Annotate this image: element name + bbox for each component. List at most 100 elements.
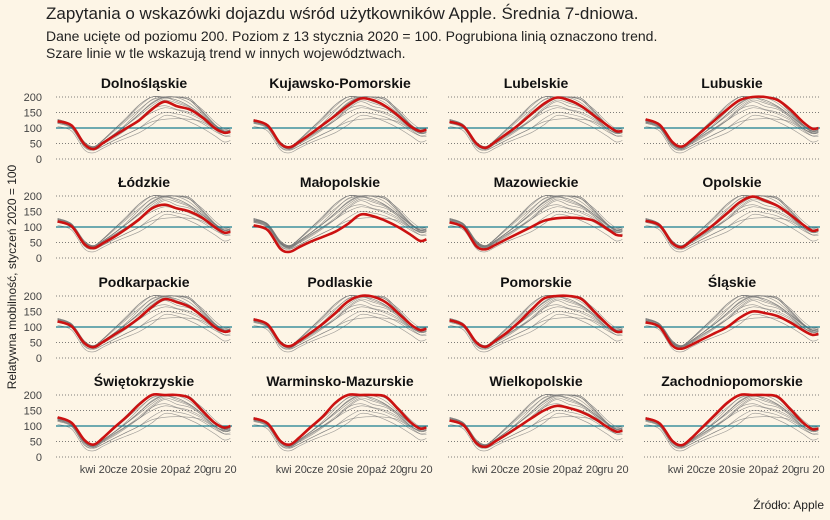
- y-tick-label: 150: [24, 207, 42, 219]
- x-tick-label: gru 20: [401, 464, 432, 476]
- panel-title: Śląskie: [708, 273, 756, 290]
- x-tick-label: kwi 20: [472, 464, 503, 476]
- panel-podlaskie: Podlaskie: [252, 274, 428, 359]
- subtitle-line-1: Dane ucięte od poziomu 200. Poziom z 13 …: [46, 28, 658, 44]
- trend-line: [253, 393, 427, 447]
- other-region-line: [57, 405, 231, 448]
- other-region-line: [645, 114, 819, 154]
- y-tick-label: 50: [30, 238, 42, 250]
- other-region-line: [449, 394, 623, 446]
- other-region-line: [253, 217, 427, 250]
- panel-śląskie: Śląskie: [644, 273, 820, 359]
- panel-mazowieckie: Mazowieckie: [448, 174, 624, 259]
- trend-line: [57, 392, 231, 446]
- other-region-line: [449, 393, 623, 445]
- other-region-line: [57, 96, 231, 149]
- other-region-line: [253, 206, 427, 249]
- trend-line: [645, 393, 819, 447]
- trend-line: [57, 297, 231, 349]
- x-tick-label: sie 20: [339, 464, 368, 476]
- panel-title: Pomorskie: [500, 274, 572, 290]
- other-region-line: [57, 194, 231, 246]
- x-tick-label: kwi 20: [668, 464, 699, 476]
- other-region-line: [645, 412, 819, 452]
- other-region-line: [645, 313, 819, 353]
- panel-title: Świętokrzyskie: [94, 372, 195, 389]
- other-region-line: [645, 211, 819, 250]
- other-region-line: [57, 416, 231, 449]
- other-region-line: [253, 313, 427, 353]
- other-region-line: [645, 294, 819, 346]
- x-tick-label: paź 20: [369, 464, 402, 476]
- other-region-line: [57, 195, 231, 248]
- other-region-line: [253, 107, 427, 150]
- other-region-line: [253, 410, 427, 449]
- other-region-line: [449, 313, 623, 353]
- x-tick-label: sie 20: [143, 464, 172, 476]
- panel-łódzkie: Łódzkie 0 50 100 150 200: [24, 174, 232, 265]
- other-region-line: [57, 412, 231, 452]
- panel-lubuskie: Lubuskie: [644, 75, 820, 160]
- panel-title: Kujawsko-Pomorskie: [269, 75, 411, 91]
- x-tick-label: gru 20: [793, 464, 824, 476]
- trend-line: [449, 216, 623, 251]
- other-region-line: [57, 313, 231, 353]
- x-tick-label: paź 20: [173, 464, 206, 476]
- trend-line: [645, 95, 819, 148]
- y-tick-label: 200: [24, 92, 42, 104]
- panel-zachodniopomorskie: Zachodniopomorskie kwi 20 cze 20 sie 20 paź …: [644, 373, 825, 476]
- panel-title: Podlaskie: [307, 274, 373, 290]
- other-region-line: [449, 412, 623, 452]
- y-tick-label: 50: [30, 338, 42, 350]
- other-region-line: [645, 195, 819, 248]
- y-tick-label: 50: [30, 437, 42, 449]
- other-region-line: [645, 118, 819, 151]
- other-region-line: [57, 195, 231, 247]
- x-tick-label: sie 20: [731, 464, 760, 476]
- other-region-line: [253, 114, 427, 154]
- y-tick-label: 100: [24, 322, 42, 334]
- y-tick-label: 100: [24, 222, 42, 234]
- other-region-line: [253, 211, 427, 250]
- other-region-line: [57, 114, 231, 154]
- other-region-line: [253, 118, 427, 151]
- other-region-line: [449, 311, 623, 350]
- other-region-line: [57, 294, 231, 346]
- other-region-line: [253, 295, 427, 348]
- other-region-line: [645, 107, 819, 150]
- other-region-line: [645, 217, 819, 250]
- other-region-line: [449, 114, 623, 154]
- panel-title: Zachodniopomorskie: [661, 373, 803, 389]
- y-tick-label: 0: [36, 353, 42, 365]
- x-tick-label: kwi 20: [80, 464, 111, 476]
- other-region-line: [57, 317, 231, 350]
- other-region-line: [253, 397, 427, 447]
- y-tick-label: 150: [24, 307, 42, 319]
- other-region-line: [253, 405, 427, 448]
- other-region-line: [253, 195, 427, 248]
- panel-title: Podkarpackie: [98, 274, 189, 290]
- trend-line: [645, 310, 819, 351]
- panel-świętokrzyskie: Świętokrzyskie 0 50 100 150 200 kwi 20 cze 20 si…: [24, 372, 237, 476]
- x-tick-label: cze 20: [503, 464, 535, 476]
- y-tick-label: 200: [24, 291, 42, 303]
- x-tick-label: kwi 20: [276, 464, 307, 476]
- other-region-line: [57, 111, 231, 151]
- panel-title: Mazowieckie: [494, 174, 579, 190]
- x-tick-label: gru 20: [205, 464, 236, 476]
- y-tick-label: 0: [36, 452, 42, 464]
- other-region-line: [57, 96, 231, 147]
- daily-line: [449, 295, 623, 348]
- trend-line: [449, 96, 623, 150]
- other-region-line: [449, 198, 623, 248]
- panel-lubelskie: Lubelskie: [448, 75, 624, 160]
- y-tick-label: 0: [36, 154, 42, 166]
- x-tick-label: gru 20: [597, 464, 628, 476]
- panel-title: Warminsko-Mazurskie: [266, 373, 414, 389]
- panel-opolskie: Opolskie: [644, 174, 820, 259]
- y-tick-label: 50: [30, 139, 42, 151]
- y-tick-label: 100: [24, 421, 42, 433]
- subtitle-line-2: Szare linie w tle wskazują trend w innyc…: [46, 45, 406, 61]
- chart-subtitle: Dane ucięte od poziomu 200. Poziom z 13 …: [46, 28, 657, 62]
